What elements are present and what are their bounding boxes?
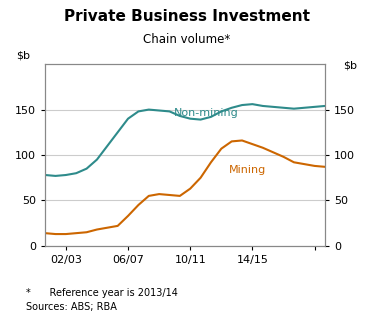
Text: Chain volume*: Chain volume* xyxy=(143,33,230,46)
Text: Mining: Mining xyxy=(229,165,266,175)
Text: Non-mining: Non-mining xyxy=(173,108,238,118)
Y-axis label: $b: $b xyxy=(16,50,30,61)
Text: Private Business Investment: Private Business Investment xyxy=(63,9,310,24)
Y-axis label: $b: $b xyxy=(343,61,357,71)
Text: *      Reference year is 2013/14: * Reference year is 2013/14 xyxy=(26,288,178,298)
Text: Sources: ABS; RBA: Sources: ABS; RBA xyxy=(26,302,117,311)
